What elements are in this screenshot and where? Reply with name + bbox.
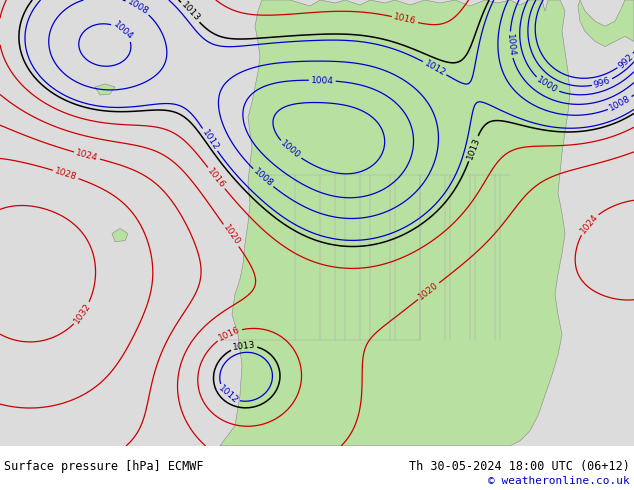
Text: 1020: 1020 xyxy=(417,281,441,302)
Text: 1024: 1024 xyxy=(578,212,600,236)
Text: 996: 996 xyxy=(593,76,612,90)
Polygon shape xyxy=(95,84,115,95)
Text: 1012: 1012 xyxy=(216,384,240,406)
Text: 1000: 1000 xyxy=(535,75,559,96)
Text: 1032: 1032 xyxy=(72,302,93,325)
Text: 1016: 1016 xyxy=(393,13,417,26)
Polygon shape xyxy=(112,228,128,242)
Text: 1024: 1024 xyxy=(75,148,99,163)
Text: 1028: 1028 xyxy=(53,167,78,182)
Text: 1008: 1008 xyxy=(608,95,633,113)
Text: Th 30-05-2024 18:00 UTC (06+12): Th 30-05-2024 18:00 UTC (06+12) xyxy=(409,460,630,473)
Text: 1020: 1020 xyxy=(221,223,242,247)
Text: 1013: 1013 xyxy=(465,136,482,161)
Text: 1012: 1012 xyxy=(200,128,220,152)
Polygon shape xyxy=(578,0,634,47)
Text: 1016: 1016 xyxy=(217,325,242,343)
Text: 1012: 1012 xyxy=(422,58,447,77)
Text: 992: 992 xyxy=(616,52,634,70)
Text: 1004: 1004 xyxy=(505,33,516,57)
Text: 1004: 1004 xyxy=(112,20,134,42)
Polygon shape xyxy=(220,0,570,446)
Text: 1013: 1013 xyxy=(232,341,256,352)
Text: 1008: 1008 xyxy=(251,167,275,189)
Text: 1000: 1000 xyxy=(279,139,302,161)
Text: 1016: 1016 xyxy=(205,166,227,190)
Text: 1008: 1008 xyxy=(126,0,150,17)
Text: Surface pressure [hPa] ECMWF: Surface pressure [hPa] ECMWF xyxy=(4,460,204,473)
Text: 1004: 1004 xyxy=(311,75,334,85)
Text: © weatheronline.co.uk: © weatheronline.co.uk xyxy=(488,476,630,486)
Text: 1013: 1013 xyxy=(179,0,202,24)
